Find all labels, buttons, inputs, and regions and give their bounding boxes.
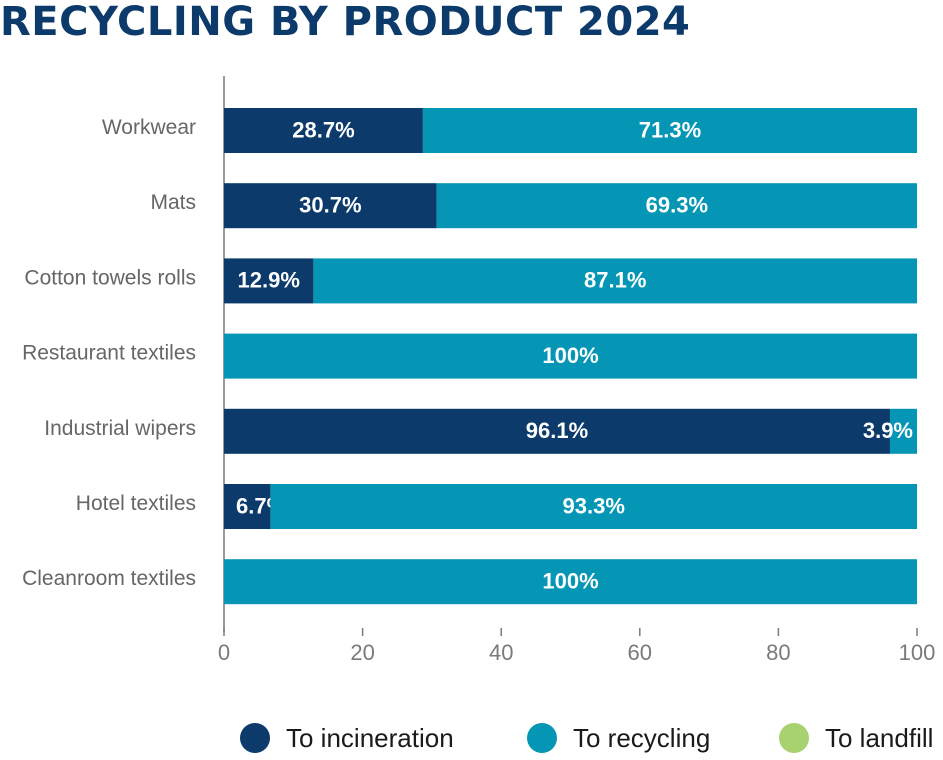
legend-item-recycling: To recycling <box>527 718 710 758</box>
bar-value-label: 87.1% <box>584 268 646 293</box>
bar-value-label: 3.9% <box>863 418 913 443</box>
bar-value-label: 12.9% <box>238 268 300 293</box>
bar-segment-recycling <box>224 559 917 605</box>
legend-swatch-incineration <box>240 723 270 753</box>
category-label: Industrial wipers <box>44 417 196 440</box>
legend-label-recycling: To recycling <box>573 722 711 753</box>
category-label: Hotel textiles <box>76 492 196 515</box>
bar-segment-incineration <box>224 183 437 229</box>
bar-value-label: 71.3% <box>639 117 701 142</box>
legend-swatch-landfill <box>779 723 809 753</box>
x-tick-label: 40 <box>489 640 513 665</box>
x-tick-label: 60 <box>628 640 652 665</box>
category-label: Mats <box>150 191 196 214</box>
bar-segment-recycling <box>436 183 917 229</box>
bar-segment-recycling <box>224 333 917 379</box>
legend-label-landfill: To landfill <box>825 722 934 753</box>
chart-title: RECYCLING BY PRODUCT 2024 <box>0 0 691 45</box>
bar-segment-recycling <box>889 408 917 454</box>
bar-value-label: 100% <box>542 343 598 368</box>
legend-label-incineration: To incineration <box>286 722 454 753</box>
x-tick-label: 20 <box>350 640 374 665</box>
bar-segment-recycling <box>270 484 917 529</box>
bar-segment-incineration <box>224 484 271 529</box>
bar-segment-recycling <box>313 258 918 304</box>
category-label: Workwear <box>102 116 196 139</box>
bar-segment-incineration <box>224 408 890 454</box>
x-tick-label: 100 <box>899 640 936 665</box>
legend-item-landfill: To landfill <box>779 718 933 758</box>
x-tick-label: 0 <box>218 640 230 665</box>
bar-segment-incineration <box>224 258 314 304</box>
legend-item-incineration: To incineration <box>240 718 454 758</box>
x-tick-label: 80 <box>766 640 790 665</box>
bar-segment-incineration <box>224 108 423 153</box>
bar-value-label: 30.7% <box>299 193 361 218</box>
category-label: Cleanroom textiles <box>22 567 196 590</box>
bar-value-label: 93.3% <box>563 493 625 518</box>
legend-swatch-recycling <box>527 723 557 753</box>
category-label: Restaurant textiles <box>22 342 196 365</box>
stacked-bar-chart: 0 20 40 60 80 100 Workwear 28.7% 71.3% Mats 30.7% 6… <box>22 76 936 665</box>
bar-segment-recycling <box>422 108 917 153</box>
legend: To incineration To recycling To landfill <box>0 718 943 758</box>
bar-value-label: 69.3% <box>646 193 708 218</box>
category-label: Cotton towels rolls <box>24 266 196 289</box>
bar-value-label: 96.1% <box>526 418 588 443</box>
bar-value-label: 28.7% <box>292 117 354 142</box>
bar-value-label: 100% <box>542 569 598 594</box>
